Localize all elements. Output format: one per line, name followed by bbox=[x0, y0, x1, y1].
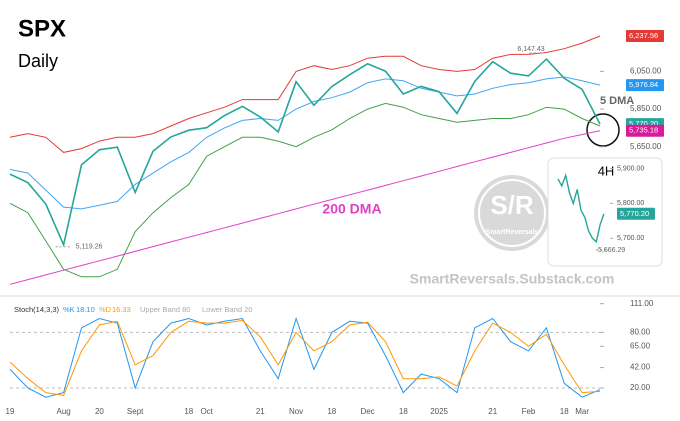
y-tick-label: 5,850.00 bbox=[630, 104, 662, 113]
annotation-label: 6,147.43 bbox=[517, 46, 544, 53]
x-tick-label: 18 bbox=[560, 407, 569, 416]
x-tick-label: Mar bbox=[575, 407, 589, 416]
series-line bbox=[9, 57, 601, 248]
legend-name: %D bbox=[99, 305, 112, 314]
watermark-logo-circle bbox=[474, 175, 550, 251]
legend-name: %K bbox=[63, 305, 75, 314]
legend-value: 18.10 bbox=[76, 305, 95, 314]
x-tick-label: 18 bbox=[184, 407, 193, 416]
x-tick-label: 18 bbox=[327, 407, 336, 416]
y-tick-label: 5,800.00 bbox=[617, 200, 644, 207]
chart-subtitle: Daily bbox=[18, 51, 58, 71]
annotation: 5 DMA bbox=[600, 95, 634, 107]
x-tick-label: Oct bbox=[200, 407, 213, 416]
x-tick-label: 21 bbox=[488, 407, 497, 416]
price-tag-label: 5,976.84 bbox=[629, 80, 658, 89]
legend-value: 16.33 bbox=[112, 305, 131, 314]
x-tick-label: Feb bbox=[522, 407, 536, 416]
price-tag-label: 5,735.18 bbox=[629, 126, 658, 135]
y-tick-label: 65.00 bbox=[630, 341, 651, 350]
annotation-label: 5,666.29 bbox=[598, 247, 625, 254]
x-tick-label: 20 bbox=[95, 407, 104, 416]
y-tick-label: 80.00 bbox=[630, 328, 651, 337]
x-tick-label: Dec bbox=[360, 407, 374, 416]
band-label: Lower Band 20 bbox=[202, 305, 252, 314]
y-tick-label: 5,650.00 bbox=[630, 142, 662, 151]
y-tick-label: 6,050.00 bbox=[630, 66, 662, 75]
price-tag bbox=[617, 207, 655, 220]
series-line bbox=[9, 102, 601, 278]
series-line bbox=[9, 316, 601, 398]
x-tick-label: 18 bbox=[399, 407, 408, 416]
stoch-title: Stoch(14,3,3) bbox=[14, 305, 60, 314]
price-tag bbox=[626, 79, 664, 92]
watermark-logo-ring bbox=[478, 179, 546, 247]
x-tick-label: 21 bbox=[256, 407, 265, 416]
annotation-label: 5,119.26 bbox=[76, 244, 103, 251]
x-tick-label: 19 bbox=[6, 407, 15, 416]
watermark-url: SmartReversals.Substack.com bbox=[410, 271, 615, 287]
x-tick-label: Sept bbox=[127, 407, 144, 416]
y-tick-label: 5,700.00 bbox=[617, 235, 644, 242]
series-line bbox=[9, 35, 601, 153]
series-line bbox=[9, 319, 601, 396]
y-tick-label: 42.00 bbox=[630, 363, 651, 372]
band-label: Upper Band 80 bbox=[140, 305, 190, 314]
watermark-logo: S/R bbox=[490, 190, 534, 220]
price-tag bbox=[626, 124, 664, 137]
chart-title: SPX bbox=[18, 15, 66, 42]
y-tick-label: 5,900.00 bbox=[617, 165, 644, 172]
price-tag-label: 5,770.20 bbox=[620, 209, 649, 218]
inset-title: 4H bbox=[598, 163, 615, 178]
price-tag-label: 5,770.20 bbox=[629, 119, 658, 128]
price-tag bbox=[626, 29, 664, 42]
series-line bbox=[9, 130, 601, 285]
y-tick-label: 111.00 bbox=[630, 299, 654, 308]
x-tick-label: Aug bbox=[57, 407, 71, 416]
x-tick-label: Nov bbox=[289, 407, 303, 416]
annotation: 200 DMA bbox=[322, 201, 381, 217]
highlight-circle bbox=[586, 113, 620, 147]
watermark-name: SmartReversals bbox=[486, 229, 539, 236]
inset-panel bbox=[547, 157, 663, 267]
price-tag-label: 6,237.56 bbox=[629, 31, 658, 40]
series-line bbox=[9, 76, 601, 210]
y-tick-label: 20.00 bbox=[630, 383, 651, 392]
series-line bbox=[557, 172, 605, 244]
x-tick-label: 2025 bbox=[430, 407, 448, 416]
